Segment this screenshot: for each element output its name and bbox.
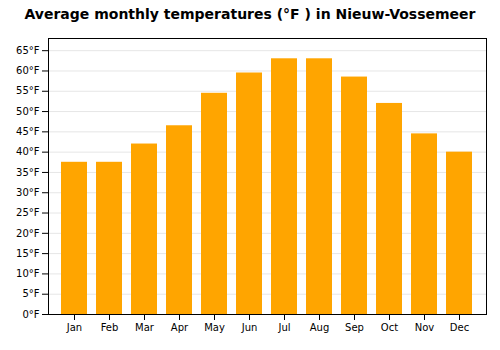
html-text:Average monthly temperatures (: Average monthly temperatures (°F ) in Ni… [24, 6, 476, 22]
svg-text:10°F: 10°F [16, 268, 40, 279]
svg-text:Aug: Aug [310, 322, 330, 333]
svg-text:Apr: Apr [171, 322, 189, 333]
svg-text:15°F: 15°F [16, 248, 40, 259]
svg-text:20°F: 20°F [16, 228, 40, 239]
svg-text:55°F: 55°F [16, 85, 40, 96]
svg-text:40°F: 40°F [16, 146, 40, 157]
svg-text:30°F: 30°F [16, 187, 40, 198]
svg-text:50°F: 50°F [16, 106, 40, 117]
svg-text:May: May [204, 322, 225, 333]
svg-text:Jul: Jul [277, 322, 290, 333]
svg-text:Feb: Feb [101, 322, 119, 333]
svg-text:Mar: Mar [135, 322, 155, 333]
svg-text:Sep: Sep [345, 322, 364, 333]
svg-text:35°F: 35°F [16, 167, 40, 178]
svg-text:Jun: Jun [241, 322, 258, 333]
svg-text:Dec: Dec [450, 322, 469, 333]
svg-text:5°F: 5°F [22, 288, 39, 299]
svg-text:Nov: Nov [415, 322, 435, 333]
svg-text:60°F: 60°F [16, 65, 40, 76]
svg-text:Jan: Jan [66, 322, 82, 333]
svg-text:Oct: Oct [381, 322, 398, 333]
svg-text:0°F: 0°F [22, 309, 39, 320]
svg-text:65°F: 65°F [16, 45, 40, 56]
svg-text:45°F: 45°F [16, 126, 40, 137]
svg-text:25°F: 25°F [16, 207, 40, 218]
